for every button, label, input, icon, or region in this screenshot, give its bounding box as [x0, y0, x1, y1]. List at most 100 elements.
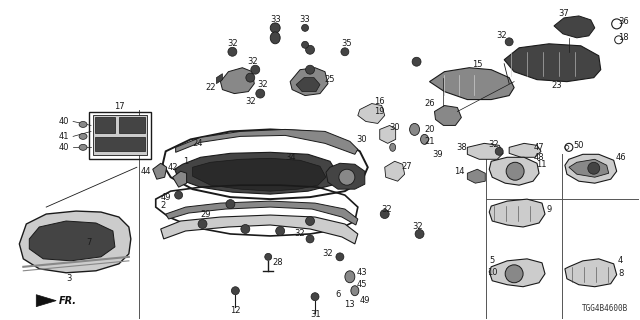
Text: 21: 21	[424, 137, 435, 146]
Polygon shape	[290, 68, 328, 96]
Bar	[119, 117, 145, 133]
Polygon shape	[161, 215, 358, 244]
Circle shape	[301, 24, 308, 31]
Text: 49: 49	[161, 193, 171, 202]
Text: 37: 37	[559, 9, 570, 19]
Polygon shape	[429, 68, 514, 100]
Ellipse shape	[79, 122, 87, 127]
Text: 13: 13	[344, 300, 355, 309]
Circle shape	[276, 227, 285, 236]
Bar	[89, 111, 151, 159]
Polygon shape	[489, 157, 539, 185]
Text: 10: 10	[487, 268, 497, 277]
Text: 32: 32	[381, 204, 392, 213]
Text: 35: 35	[342, 39, 352, 48]
Text: 11: 11	[536, 160, 547, 169]
Text: TGG4B4600B: TGG4B4600B	[582, 304, 628, 313]
Circle shape	[301, 41, 308, 48]
Text: 28: 28	[273, 258, 284, 267]
Circle shape	[226, 200, 235, 209]
Circle shape	[251, 65, 260, 74]
Circle shape	[305, 217, 314, 226]
Polygon shape	[296, 78, 320, 92]
Text: 33: 33	[300, 15, 310, 24]
Ellipse shape	[390, 143, 396, 151]
Polygon shape	[326, 163, 365, 189]
Circle shape	[505, 265, 523, 283]
Text: 9: 9	[547, 204, 552, 213]
Circle shape	[265, 253, 272, 260]
Text: 20: 20	[424, 125, 435, 134]
Text: 40: 40	[59, 117, 69, 126]
Text: 22: 22	[205, 83, 216, 92]
Text: 32: 32	[247, 57, 258, 66]
Text: 30: 30	[389, 123, 400, 132]
Circle shape	[311, 293, 319, 301]
Circle shape	[246, 73, 255, 82]
Bar	[95, 117, 115, 133]
Polygon shape	[19, 211, 131, 273]
Text: 8: 8	[618, 269, 623, 278]
Circle shape	[305, 45, 314, 54]
Text: 49: 49	[360, 296, 370, 305]
Text: 45: 45	[356, 280, 367, 289]
Text: 15: 15	[472, 60, 483, 69]
Polygon shape	[220, 68, 254, 93]
Circle shape	[270, 23, 280, 33]
Circle shape	[495, 147, 503, 155]
Ellipse shape	[270, 32, 280, 44]
Text: 1: 1	[183, 157, 188, 166]
Text: FR.: FR.	[59, 296, 77, 306]
Text: 34: 34	[285, 153, 296, 162]
Text: 32: 32	[488, 140, 499, 149]
Polygon shape	[358, 104, 385, 124]
Polygon shape	[175, 152, 338, 194]
Text: 40: 40	[59, 143, 69, 152]
Circle shape	[256, 89, 265, 98]
Text: 39: 39	[432, 150, 443, 159]
Circle shape	[380, 210, 389, 219]
Circle shape	[412, 57, 421, 66]
Polygon shape	[173, 171, 187, 187]
Text: 27: 27	[401, 162, 412, 171]
Text: 36: 36	[618, 17, 629, 27]
Circle shape	[305, 65, 314, 74]
Polygon shape	[175, 129, 358, 154]
Circle shape	[228, 47, 237, 56]
Circle shape	[232, 287, 239, 295]
Text: 2: 2	[160, 201, 165, 210]
Circle shape	[339, 169, 355, 185]
Text: 26: 26	[424, 99, 435, 108]
Text: 32: 32	[257, 80, 268, 89]
Text: 32: 32	[412, 222, 423, 231]
Polygon shape	[29, 221, 115, 261]
Text: 7: 7	[86, 238, 92, 247]
Polygon shape	[509, 143, 541, 157]
Text: 42: 42	[168, 163, 178, 172]
Ellipse shape	[79, 144, 87, 150]
Text: 25: 25	[324, 75, 335, 84]
Text: 31: 31	[310, 310, 321, 319]
Polygon shape	[489, 259, 545, 287]
Text: 38: 38	[456, 143, 467, 152]
Circle shape	[198, 220, 207, 228]
Bar	[93, 116, 147, 155]
Polygon shape	[435, 106, 461, 125]
Polygon shape	[166, 201, 358, 225]
Polygon shape	[565, 259, 617, 287]
Polygon shape	[380, 125, 396, 143]
Text: 16: 16	[374, 97, 385, 106]
Circle shape	[306, 235, 314, 243]
Text: 12: 12	[230, 306, 241, 315]
Text: 4: 4	[618, 256, 623, 265]
Polygon shape	[36, 295, 56, 307]
Text: 29: 29	[200, 210, 211, 219]
Text: 48: 48	[534, 153, 545, 162]
Polygon shape	[489, 199, 545, 227]
Text: 18: 18	[618, 33, 629, 42]
Circle shape	[241, 225, 250, 234]
Bar	[95, 137, 145, 151]
Polygon shape	[193, 158, 326, 191]
Polygon shape	[565, 154, 617, 183]
Ellipse shape	[410, 124, 420, 135]
